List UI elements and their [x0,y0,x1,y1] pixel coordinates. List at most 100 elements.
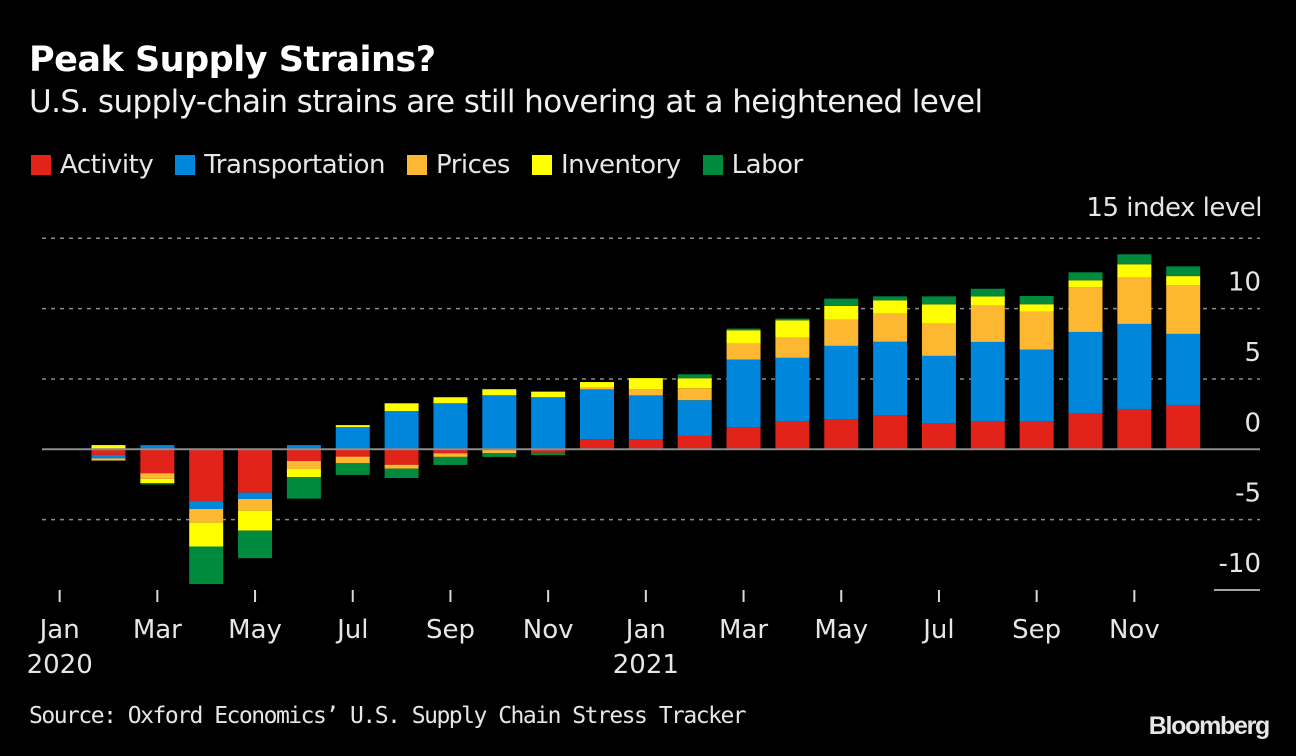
bar-segment-labor [335,463,370,475]
gridlines [42,237,1260,591]
bar-segment-activity [335,449,370,457]
bar-segment-transportation [1019,349,1054,422]
bar-segment-inventory [1068,280,1103,288]
bar-segment-transportation [140,445,175,450]
bar-segment-transportation [873,341,908,416]
bar-segment-activity [775,421,810,450]
bar-segment-transportation [335,427,370,450]
bars [91,254,1201,585]
bar-oct-2020 [531,391,566,456]
x-tick-label: May [228,615,282,645]
bar-segment-labor [1019,295,1054,305]
bar-segment-inventory [628,378,663,390]
bar-feb-2020 [140,445,175,485]
legend: Activity Transportation Prices Inventory… [31,150,825,180]
bar-segment-inventory [238,510,273,531]
bloomberg-logo: Bloomberg [1148,712,1271,740]
bar-segment-labor [775,318,810,321]
bar-segment-labor [677,374,712,379]
bar-aug-2020 [433,397,468,465]
bar-segment-transportation [91,454,126,459]
bar-segment-transportation [1068,331,1103,414]
bar-segment-activity [1166,405,1201,450]
bar-segment-inventory [1166,276,1201,286]
x-tick-label: Sep [1012,615,1061,645]
bar-oct-2021 [1117,254,1152,450]
bar-segment-inventory [775,320,810,338]
bar-segment-inventory [921,304,956,324]
x-tick-label: Mar [719,615,768,645]
bar-nov-2021 [1166,266,1201,450]
bar-aug-2021 [1019,295,1054,450]
y-axis: 10 5 0 -5 -10 [1219,268,1261,579]
legend-label-prices: Prices [435,150,510,180]
bar-apr-2020 [238,449,273,559]
bar-jun-2021 [921,296,956,450]
bar-segment-inventory [140,478,175,484]
bar-segment-transportation [1166,333,1201,406]
bar-mar-2020 [189,449,224,585]
legend-swatch-inventory [531,155,552,175]
bar-segment-transportation [531,397,566,450]
bar-segment-activity [1068,413,1103,450]
bar-segment-activity [531,449,566,453]
bar-segment-activity [726,427,761,450]
bar-segment-labor [921,296,956,305]
bar-segment-prices [1117,277,1152,324]
bar-segment-prices [238,498,273,511]
bar-segment-labor [384,468,419,479]
bar-segment-prices [775,337,810,358]
bar-segment-inventory [1117,264,1152,278]
bar-segment-prices [286,460,321,469]
bar-segment-prices [384,464,419,469]
bar-segment-prices [189,508,224,523]
bar-segment-labor [189,546,224,585]
x-tick-year-label: 2020 [27,650,93,680]
bar-segment-activity [970,421,1005,450]
bar-segment-labor [1166,266,1201,277]
x-tick-label: Mar [133,615,182,645]
bar-segment-prices [433,453,468,457]
y-tick-label: -5 [1235,479,1261,509]
bar-segment-labor [970,288,1005,297]
bar-jan-2020 [91,445,126,461]
bar-segment-activity [824,419,859,450]
bar-may-2020 [286,445,321,499]
bar-segment-labor [1068,272,1103,281]
x-tick-label: Jul [921,615,954,645]
bar-segment-activity [433,449,468,454]
bar-segment-prices [91,458,126,461]
bar-segment-labor [873,296,908,301]
bar-segment-prices [580,387,614,390]
legend-item-labor: Labor [702,150,803,180]
y-tick-label: -10 [1219,549,1261,579]
bar-feb-2021 [726,328,761,450]
legend-swatch-prices [406,155,427,175]
bar-segment-transportation [433,403,468,450]
bar-segment-prices [140,473,175,479]
bar-segment-activity [677,435,712,450]
legend-swatch-transportation [175,155,196,175]
bar-segment-activity [91,449,126,455]
bar-segment-prices [1068,287,1103,332]
bar-segment-transportation [970,341,1005,422]
bar-segment-inventory [335,425,370,428]
bar-segment-labor [140,483,175,485]
x-tick-label: Jul [335,615,368,645]
bar-jul-2020 [384,403,419,479]
bar-segment-inventory [726,330,761,344]
chart-title: Peak Supply Strains? [29,40,436,80]
legend-label-inventory: Inventory [560,150,681,180]
legend-item-transportation: Transportation [175,150,385,180]
bar-segment-activity [873,415,908,450]
legend-item-prices: Prices [406,150,510,180]
bar-segment-labor [482,453,517,457]
y-axis-unit-label: 15 index level [1086,193,1262,223]
bar-apr-2021 [824,298,859,450]
bar-segment-transportation [921,355,956,424]
bar-segment-inventory [824,305,859,320]
bar-segment-labor [1117,254,1152,265]
x-tick-year-label: 2021 [613,650,679,680]
bar-segment-labor [824,298,859,306]
bar-segment-activity [628,439,663,450]
